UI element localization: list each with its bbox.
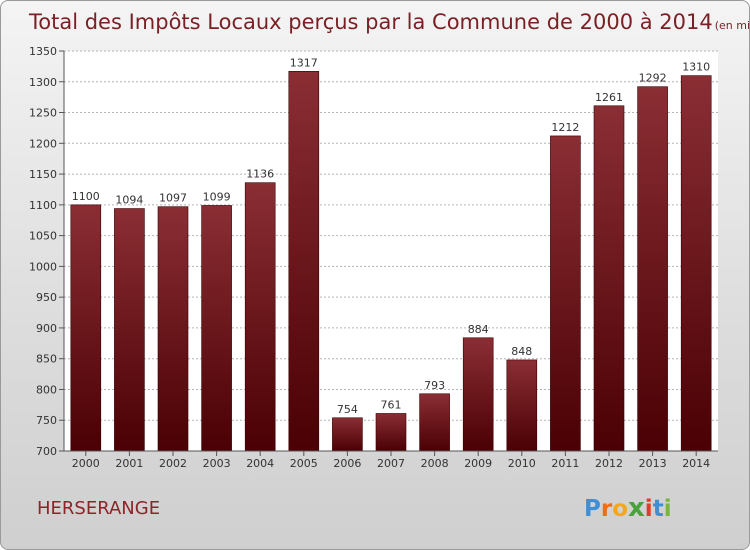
bar-value-label: 1292: [639, 72, 667, 85]
bar: [637, 86, 668, 452]
y-tick-label: 900: [36, 322, 57, 335]
bar-value-label: 884: [468, 323, 489, 336]
bar-value-label: 1136: [246, 168, 274, 181]
y-tick-label: 1350: [29, 45, 57, 58]
bar: [201, 205, 232, 452]
x-tick-label: 2006: [333, 457, 361, 470]
y-tick-label: 850: [36, 353, 57, 366]
x-tick-label: 2003: [203, 457, 231, 470]
y-tick-label: 1050: [29, 230, 57, 243]
y-tick-label: 1100: [29, 199, 57, 212]
bar: [680, 75, 712, 452]
bar-value-label: 1261: [595, 91, 623, 104]
bar: [244, 182, 276, 452]
bar-value-label: 754: [337, 403, 358, 416]
bar: [157, 206, 189, 452]
proxiti-logo-letter: P: [584, 496, 601, 522]
x-tick-label: 2005: [290, 457, 318, 470]
bar-value-label: 793: [424, 379, 445, 392]
axes: 700 750 800 850 900 950 1000 1050 1100 1150 1200 12…: [29, 45, 718, 470]
y-tick-label: 1200: [29, 137, 57, 150]
y-tick-label: 750: [36, 414, 57, 427]
bar-value-label: 1094: [115, 194, 143, 207]
proxiti-logo: Proxiti: [584, 493, 672, 523]
bar: [375, 413, 407, 452]
bar: [550, 135, 581, 452]
x-tick-label: 2010: [508, 457, 536, 470]
x-tick-label: 2013: [639, 457, 667, 470]
bar: [288, 71, 320, 452]
x-tick-label: 2002: [159, 457, 187, 470]
x-tick-label: 2012: [595, 457, 623, 470]
y-tick-label: 1150: [29, 168, 57, 181]
y-tick-label: 800: [36, 383, 57, 396]
x-tick-label: 2014: [682, 457, 710, 470]
x-tick-label: 2007: [377, 457, 405, 470]
chart-title-unit: (en milliers d'€): [715, 19, 749, 32]
y-tick-label: 700: [36, 445, 57, 458]
proxiti-logo-letter: x: [628, 493, 645, 523]
x-tick-label: 2001: [115, 457, 143, 470]
y-tick-label: 1250: [29, 107, 57, 120]
bar: [332, 417, 363, 452]
y-tick-label: 1000: [29, 260, 57, 273]
y-tick-label: 950: [36, 291, 57, 304]
bar-value-label: 1099: [203, 190, 231, 203]
x-tick-label: 2004: [246, 457, 274, 470]
proxiti-logo-letter: i: [664, 496, 672, 522]
chart-title: Total des Impôts Locaux perçus par la Co…: [28, 10, 749, 34]
commune-name: HERSERANGE: [37, 498, 160, 519]
bar-value-label: 1310: [682, 61, 710, 74]
bar-value-label: 1097: [159, 192, 187, 205]
bar: [593, 105, 625, 452]
x-tick-label: 2011: [551, 457, 579, 470]
bar: [462, 337, 494, 452]
proxiti-logo-letter: t: [653, 496, 664, 522]
bar: [506, 359, 538, 452]
bar-value-label: 761: [381, 398, 402, 411]
bar: [70, 204, 102, 452]
x-tick-label: 2000: [72, 457, 100, 470]
bars: 1100 1094 1097 1099 1136 1317 754 761 793 884 848 1…: [70, 56, 712, 452]
bar-value-label: 848: [511, 345, 532, 358]
bar: [419, 393, 450, 452]
proxiti-logo-letter: i: [645, 496, 653, 522]
bar-value-label: 1100: [72, 190, 100, 203]
y-tick-label: 1300: [29, 76, 57, 89]
bar-value-label: 1212: [551, 121, 579, 134]
bar-value-label: 1317: [290, 56, 318, 69]
bar: [114, 208, 145, 452]
chart-title-main: Total des Impôts Locaux perçus par la Co…: [28, 10, 713, 34]
proxiti-logo-letter: r: [601, 496, 613, 522]
proxiti-logo-letter: o: [612, 496, 628, 522]
x-tick-label: 2008: [421, 457, 449, 470]
x-tick-label: 2009: [464, 457, 492, 470]
